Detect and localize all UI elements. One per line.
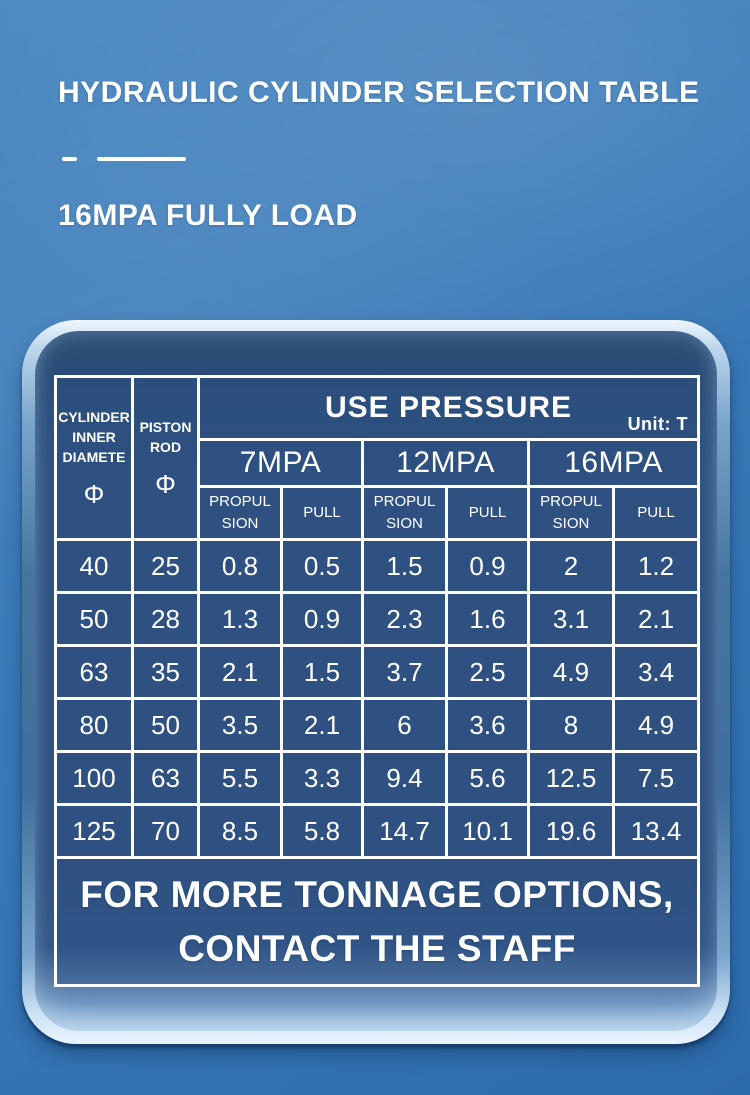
phi-symbol: Φ [155,469,176,500]
col-header-cylinder-inner-diameter: CYLINDER INNER DIAMETE Φ [54,375,134,541]
cell-value: 0.9 [280,591,364,647]
cell-value: 2.1 [611,591,701,647]
footer-note-line2: CONTACT THE STAFF [178,927,576,969]
cell-value: 63 [131,750,200,806]
cell-value: 2.1 [197,644,283,700]
table-row: 125 70 8.5 5.8 14.7 10.1 19.6 13.4 [54,803,701,859]
col-header-pull-12mpa: PULL [445,485,530,541]
cell-value: 2.1 [280,697,364,753]
col-header-propulsion-7mpa: PROPUL SION [197,485,283,541]
cell-value: 5.5 [197,750,283,806]
divider-dash [62,157,77,161]
cell-value: 28 [131,591,200,647]
cell-value: 3.5 [197,697,283,753]
cell-value: 40 [54,538,134,594]
use-pressure-header: USE PRESSURE Unit: T [196,375,701,441]
col-header-pull-7mpa: PULL [280,485,364,541]
footer-note-line1: FOR MORE TONNAGE OPTIONS, [80,873,674,915]
cell-value: 4.9 [527,644,615,700]
cell-value: 3.1 [527,591,615,647]
piston-rod-label: PISTON ROD [139,418,192,455]
cell-value: 19.6 [527,803,615,859]
cell-value: 6 [361,697,448,753]
cell-value: 3.4 [611,644,701,700]
cell-value: 3.3 [280,750,364,806]
table-row: 40 25 0.8 0.5 1.5 0.9 2 1.2 [54,538,701,594]
cell-value: 12.5 [527,750,615,806]
cell-value: 2.5 [445,644,530,700]
table-footer-note: FOR MORE TONNAGE OPTIONS, CONTACT THE ST… [53,856,701,987]
cell-value: 1.3 [197,591,283,647]
cell-value: 0.9 [445,538,530,594]
cell-value: 70 [131,803,200,859]
cell-value: 8.5 [197,803,283,859]
cell-value: 50 [54,591,134,647]
cell-value: 9.4 [361,750,448,806]
divider-line [97,157,186,161]
cell-value: 2.3 [361,591,448,647]
cell-value: 25 [131,538,200,594]
col-header-piston-rod: PISTON ROD Φ [131,375,200,541]
cell-value: 1.2 [611,538,701,594]
phi-symbol: Φ [83,479,105,510]
cell-value: 1.5 [361,538,448,594]
cell-value: 80 [54,697,134,753]
cylinder-selection-table: CYLINDER INNER DIAMETE Φ PISTON ROD Φ US… [53,375,701,987]
cell-value: 3.6 [445,697,530,753]
use-pressure-label: USE PRESSURE [324,391,573,424]
cell-value: 0.8 [197,538,283,594]
pressure-group-7mpa: 7MPA [197,438,364,488]
cell-value: 100 [54,750,134,806]
cell-value: 10.1 [445,803,530,859]
cell-value: 14.7 [361,803,448,859]
unit-label: Unit: T [627,414,689,434]
cell-value: 7.5 [611,750,701,806]
col-header-propulsion-12mpa: PROPUL SION [361,485,448,541]
page-title: HYDRAULIC CYLINDER SELECTION TABLE [58,76,700,109]
cell-value: 8 [527,697,615,753]
pressure-group-12mpa: 12MPA [361,438,530,488]
table-row: 80 50 3.5 2.1 6 3.6 8 4.9 [54,697,701,753]
cell-value: 13.4 [611,803,701,859]
table-panel-inner: CYLINDER INNER DIAMETE Φ PISTON ROD Φ US… [35,331,717,1031]
cell-value: 2 [527,538,615,594]
cell-value: 35 [131,644,200,700]
page-subtitle: 16MPA FULLY LOAD [58,199,358,232]
col-header-propulsion-16mpa: PROPUL SION [527,485,615,541]
pressure-group-16mpa: 16MPA [526,438,701,488]
cell-value: 5.6 [445,750,530,806]
cell-value: 0.5 [280,538,364,594]
col-header-pull-16mpa: PULL [611,485,701,541]
cell-value: 5.8 [280,803,364,859]
cell-value: 125 [54,803,134,859]
cell-value: 1.5 [280,644,364,700]
table-row: 100 63 5.5 3.3 9.4 5.6 12.5 7.5 [54,750,701,806]
table-panel: CYLINDER INNER DIAMETE Φ PISTON ROD Φ US… [22,320,730,1044]
cell-value: 63 [54,644,134,700]
cell-value: 3.7 [361,644,448,700]
cell-value: 50 [131,697,200,753]
cell-value: 1.6 [445,591,530,647]
cylinder-inner-diameter-label: CYLINDER INNER DIAMETE [58,408,130,466]
cell-value: 4.9 [611,697,701,753]
table-row: 63 35 2.1 1.5 3.7 2.5 4.9 3.4 [54,644,701,700]
table-row: 50 28 1.3 0.9 2.3 1.6 3.1 2.1 [54,591,701,647]
